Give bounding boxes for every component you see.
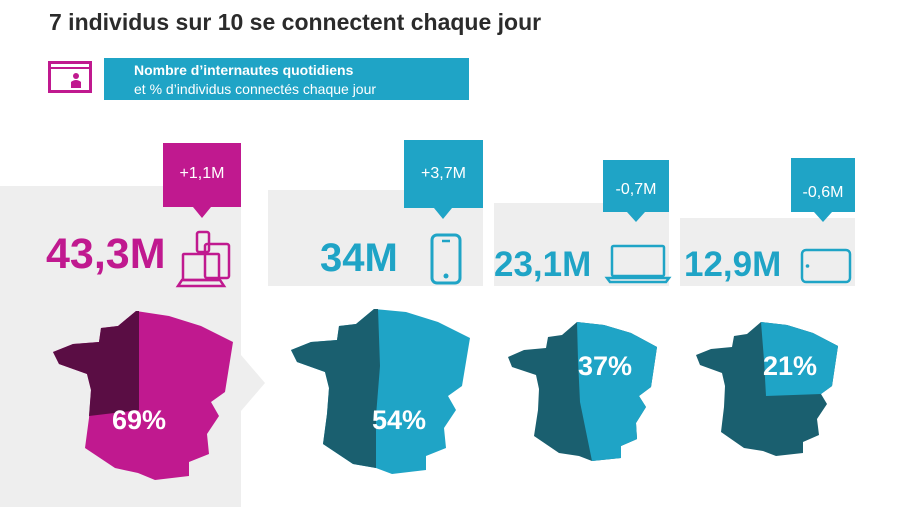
change-label: +3,7M <box>421 165 466 182</box>
change-badge-total: +1,1M <box>163 143 241 218</box>
france-map-tablet <box>696 322 838 456</box>
badge-pointer <box>434 208 452 219</box>
change-label: -0,6M <box>802 184 844 201</box>
france-map-smartphone <box>291 309 470 474</box>
percent-laptop: 37% <box>578 351 633 381</box>
multi-device-icon <box>175 230 231 288</box>
percent-tablet: 21% <box>763 351 818 381</box>
percent-smartphone: 54% <box>372 405 427 435</box>
count-smartphone: 34M <box>320 236 398 280</box>
percent-total: 69% <box>112 405 167 435</box>
badge-pointer <box>627 212 645 222</box>
change-label: -0,7M <box>615 181 657 198</box>
page-title: 7 individus sur 10 se connectent chaque … <box>49 9 542 35</box>
count-tablet: 12,9M <box>684 245 782 284</box>
legend-box: Nombre d’internautes quotidiens et % d’i… <box>104 58 469 100</box>
legend-line-1: Nombre d’internautes quotidiens <box>134 62 354 78</box>
laptop-icon <box>604 244 672 284</box>
badge-pointer <box>814 212 832 222</box>
panel-tablet <box>680 218 855 286</box>
count-laptop: 23,1M <box>494 245 592 284</box>
count-total: 43,3M <box>46 230 166 278</box>
badge-pointer <box>193 207 211 218</box>
panel-arrow <box>241 355 265 411</box>
tablet-icon <box>800 248 852 284</box>
france-map-total <box>53 311 233 480</box>
change-badge-laptop: -0,7M <box>603 160 669 222</box>
change-label: +1,1M <box>179 165 225 182</box>
smartphone-icon <box>430 233 462 285</box>
france-map-laptop <box>508 322 657 461</box>
change-badge-tablet: -0,6M <box>791 158 855 222</box>
legend-line-2: et % d’individus connectés chaque jour <box>134 81 377 97</box>
computer-user-icon <box>48 61 92 93</box>
change-badge-smartphone: +3,7M <box>404 140 483 219</box>
